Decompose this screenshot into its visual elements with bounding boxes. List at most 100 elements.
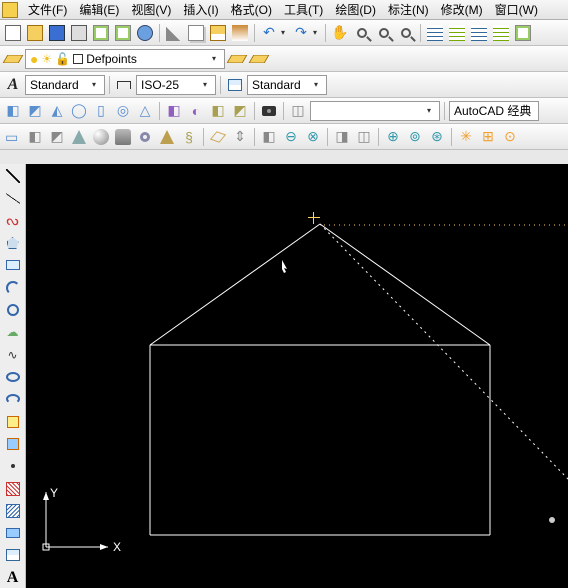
polygon-button[interactable] bbox=[2, 233, 24, 253]
torus2-button[interactable] bbox=[135, 127, 155, 147]
dimstyle-dropdown[interactable]: ISO-25 ▾ bbox=[136, 75, 216, 95]
zoom-prev-button[interactable] bbox=[396, 23, 416, 43]
revcloud-button[interactable]: ☁ bbox=[2, 322, 24, 342]
3dmove-button[interactable]: ⊕ bbox=[383, 127, 403, 147]
matchprop-button[interactable] bbox=[230, 23, 250, 43]
menu-format[interactable]: 格式(O) bbox=[225, 0, 278, 20]
menu-tools[interactable]: 工具(T) bbox=[278, 0, 329, 20]
new-button[interactable] bbox=[3, 23, 23, 43]
loft-button[interactable]: ◧ bbox=[208, 101, 228, 121]
spline-button[interactable]: ∿ bbox=[2, 345, 24, 365]
navcube-button[interactable]: ⊞ bbox=[478, 127, 498, 147]
layer-prev-button[interactable] bbox=[227, 49, 247, 69]
render-button[interactable] bbox=[259, 101, 279, 121]
region-button[interactable] bbox=[2, 523, 24, 543]
pline-button[interactable]: ᔓ bbox=[2, 211, 24, 231]
box-button[interactable]: ◧ bbox=[3, 101, 23, 121]
menu-modify[interactable]: 修改(M) bbox=[435, 0, 489, 20]
vs-button[interactable]: ◫ bbox=[288, 101, 308, 121]
web-button[interactable] bbox=[135, 23, 155, 43]
presspull-button[interactable]: ⇕ bbox=[230, 127, 250, 147]
toolpalette-button[interactable] bbox=[469, 23, 489, 43]
textstyle-dropdown[interactable]: Standard ▾ bbox=[25, 75, 105, 95]
3drot-button[interactable]: ⊚ bbox=[405, 127, 425, 147]
section-button[interactable]: ◫ bbox=[354, 127, 374, 147]
line-button[interactable] bbox=[2, 166, 24, 186]
cut-button[interactable] bbox=[164, 23, 184, 43]
menu-edit[interactable]: 编辑(E) bbox=[73, 0, 125, 20]
textstyle-button[interactable]: A bbox=[3, 75, 23, 95]
extrude-button[interactable]: ◧ bbox=[164, 101, 184, 121]
revolve-button[interactable]: ◐ bbox=[186, 101, 206, 121]
circle-button[interactable] bbox=[2, 300, 24, 320]
zoom-rt-button[interactable] bbox=[352, 23, 372, 43]
save-button[interactable] bbox=[47, 23, 67, 43]
rect-button[interactable] bbox=[2, 255, 24, 275]
properties-button[interactable] bbox=[425, 23, 445, 43]
open-button[interactable] bbox=[25, 23, 45, 43]
box2-button[interactable]: ◧ bbox=[25, 127, 45, 147]
insert-button[interactable] bbox=[2, 411, 24, 431]
visualstyle-dropdown[interactable]: ▾ bbox=[310, 101, 440, 121]
workspace-dropdown[interactable]: AutoCAD 经典 bbox=[449, 101, 539, 121]
zoom-win-button[interactable] bbox=[374, 23, 394, 43]
3dalign-button[interactable]: ⊛ bbox=[427, 127, 447, 147]
publish-button[interactable] bbox=[113, 23, 133, 43]
cone2-button[interactable] bbox=[69, 127, 89, 147]
print-button[interactable] bbox=[69, 23, 89, 43]
wedge2-button[interactable]: ◩ bbox=[47, 127, 67, 147]
pyramid-button[interactable]: △ bbox=[135, 101, 155, 121]
subtract-button[interactable]: ⊖ bbox=[281, 127, 301, 147]
helix-button[interactable]: § bbox=[179, 127, 199, 147]
endpoint-grip[interactable] bbox=[549, 517, 555, 523]
calc-button[interactable] bbox=[491, 23, 511, 43]
tablestyle-button[interactable] bbox=[225, 75, 245, 95]
tablestyle-dropdown[interactable]: Standard ▾ bbox=[247, 75, 327, 95]
intersect-button[interactable]: ⊗ bbox=[303, 127, 323, 147]
polysolid-button[interactable]: ▭ bbox=[3, 127, 23, 147]
pan-button[interactable]: ✋ bbox=[330, 23, 350, 43]
menu-window[interactable]: 窗口(W) bbox=[489, 0, 544, 20]
arc-button[interactable] bbox=[2, 278, 24, 298]
ellipse-button[interactable] bbox=[2, 367, 24, 387]
menu-view[interactable]: 视图(V) bbox=[125, 0, 177, 20]
dimstyle-button[interactable] bbox=[114, 75, 134, 95]
layer-states-button[interactable] bbox=[249, 49, 269, 69]
makeblock-button[interactable] bbox=[2, 434, 24, 454]
sphere-button[interactable]: ◯ bbox=[69, 101, 89, 121]
torus-button[interactable]: ◎ bbox=[113, 101, 133, 121]
undo-button[interactable]: ↶ bbox=[259, 23, 279, 43]
menu-file[interactable]: 文件(F) bbox=[22, 0, 73, 20]
copy-button[interactable] bbox=[186, 23, 206, 43]
cyl2-button[interactable] bbox=[113, 127, 133, 147]
hatch-button[interactable] bbox=[2, 478, 24, 498]
planesurf-button[interactable] bbox=[208, 127, 228, 147]
sheetset-button[interactable] bbox=[447, 23, 467, 43]
gradient-button[interactable] bbox=[2, 501, 24, 521]
menu-dim[interactable]: 标注(N) bbox=[382, 0, 435, 20]
mtext-button[interactable]: A bbox=[2, 568, 24, 588]
table-button[interactable] bbox=[2, 545, 24, 565]
ucs-button[interactable]: ✳ bbox=[456, 127, 476, 147]
cyl-button[interactable]: ▯ bbox=[91, 101, 111, 121]
cone-button[interactable]: ◭ bbox=[47, 101, 67, 121]
pyr2-button[interactable] bbox=[157, 127, 177, 147]
wheel-button[interactable]: ⊙ bbox=[500, 127, 520, 147]
drawing-canvas[interactable]: X Y bbox=[26, 164, 568, 588]
sphere2-button[interactable] bbox=[91, 127, 111, 147]
markup-button[interactable] bbox=[513, 23, 533, 43]
redo-dropdown[interactable]: ▾ bbox=[313, 28, 321, 37]
union-button[interactable]: ◧ bbox=[259, 127, 279, 147]
wedge-button[interactable]: ◩ bbox=[25, 101, 45, 121]
xline-button[interactable] bbox=[2, 188, 24, 208]
layer-dropdown[interactable]: ● ☀ 🔓 Defpoints ▾ bbox=[25, 49, 225, 69]
undo-dropdown[interactable]: ▾ bbox=[281, 28, 289, 37]
sweep-button[interactable]: ◩ bbox=[230, 101, 250, 121]
plot-preview-button[interactable] bbox=[91, 23, 111, 43]
redo-button[interactable]: ↷ bbox=[291, 23, 311, 43]
menu-insert[interactable]: 插入(I) bbox=[177, 0, 224, 20]
layer-props-button[interactable] bbox=[3, 49, 23, 69]
menu-draw[interactable]: 绘图(D) bbox=[329, 0, 382, 20]
ellarc-button[interactable] bbox=[2, 389, 24, 409]
slice-button[interactable]: ◨ bbox=[332, 127, 352, 147]
